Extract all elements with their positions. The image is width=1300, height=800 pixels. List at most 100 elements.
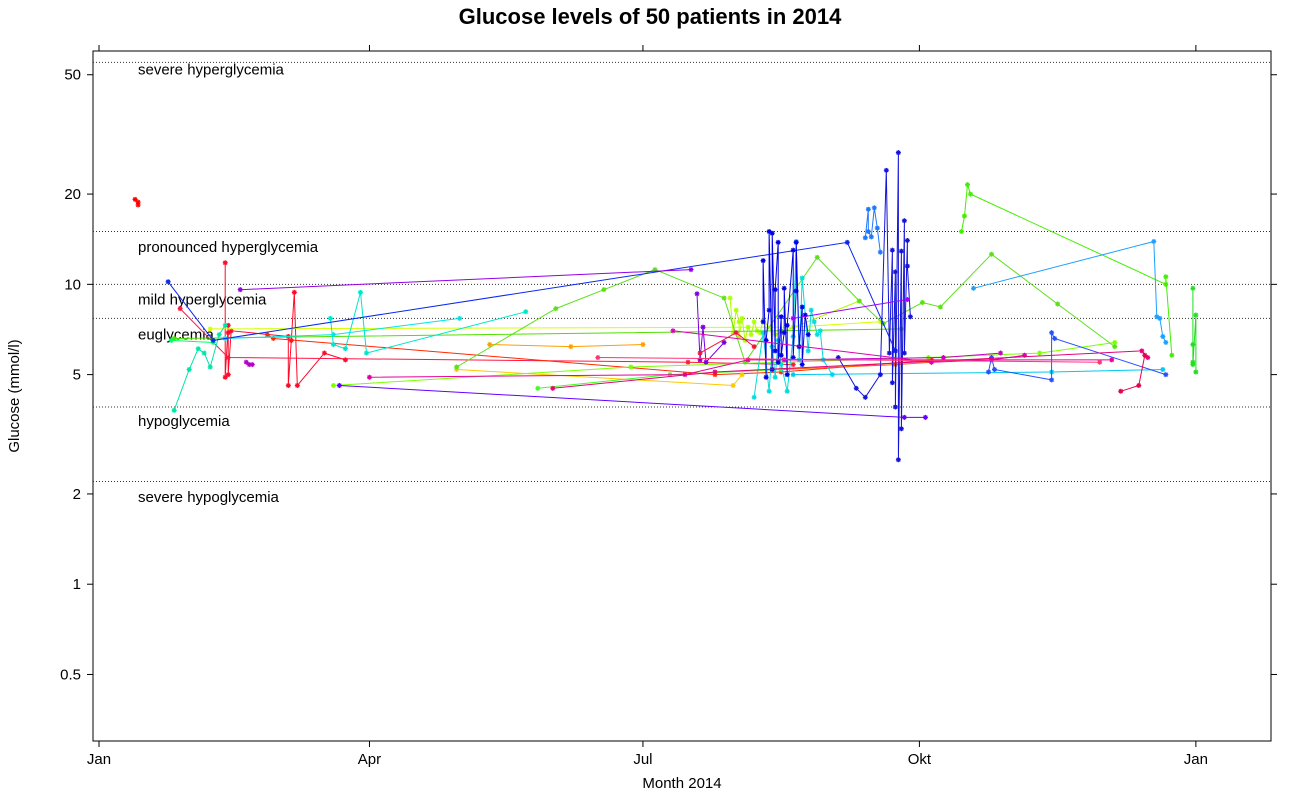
- data-point: [135, 202, 141, 208]
- data-point: [712, 372, 718, 378]
- data-point: [712, 369, 718, 375]
- y-tick-label: 10: [64, 276, 81, 293]
- data-point: [171, 335, 177, 341]
- data-point: [904, 263, 910, 269]
- data-point: [919, 299, 925, 305]
- data-point: [730, 382, 736, 388]
- data-point: [865, 206, 871, 212]
- data-point: [1109, 357, 1115, 363]
- data-point: [1049, 330, 1055, 336]
- data-point: [766, 229, 772, 235]
- data-point: [1142, 352, 1148, 358]
- data-point: [790, 372, 796, 378]
- threshold-label: euglycemia: [138, 327, 215, 344]
- data-point: [733, 330, 739, 336]
- data-point: [1193, 369, 1199, 375]
- data-point: [535, 385, 541, 391]
- data-point: [357, 289, 363, 295]
- data-point: [811, 319, 817, 325]
- data-point: [889, 380, 895, 386]
- data-point: [757, 330, 763, 336]
- data-point: [895, 150, 901, 156]
- data-point: [330, 342, 336, 348]
- data-point: [694, 291, 700, 297]
- data-point: [207, 326, 213, 332]
- data-point: [225, 322, 231, 328]
- plot-frame: [92, 50, 1272, 742]
- data-point: [228, 328, 234, 334]
- series-line: [456, 369, 743, 387]
- data-point: [751, 344, 757, 350]
- threshold-label: severe hypoglycemia: [138, 489, 280, 506]
- data-point: [336, 382, 342, 388]
- x-tick-label: Apr: [358, 751, 381, 768]
- data-point: [760, 319, 766, 325]
- data-point: [751, 319, 757, 325]
- data-point: [778, 369, 784, 375]
- data-point: [237, 287, 243, 293]
- data-point: [775, 239, 781, 245]
- data-point: [814, 254, 820, 260]
- data-point: [964, 182, 970, 188]
- data-point: [937, 304, 943, 310]
- data-point: [550, 385, 556, 391]
- data-point: [1151, 238, 1157, 244]
- series-line: [339, 385, 926, 418]
- y-tick-label: 50: [64, 67, 81, 84]
- data-point: [652, 267, 658, 273]
- data-point: [784, 388, 790, 394]
- data-point: [177, 306, 183, 312]
- data-point: [697, 350, 703, 356]
- data-point: [1163, 281, 1169, 287]
- y-axis-label: Glucose (mmol/l): [6, 339, 23, 452]
- data-point: [766, 307, 772, 313]
- series-line: [793, 299, 908, 319]
- data-point: [877, 372, 883, 378]
- data-point: [868, 234, 874, 240]
- data-point: [844, 239, 850, 245]
- data-point: [330, 332, 336, 338]
- data-point: [886, 350, 892, 356]
- data-point: [1190, 285, 1196, 291]
- threshold-lines: severe hyperglycemia pronounced hyperglyc…: [93, 62, 1271, 506]
- data-point: [808, 307, 814, 313]
- data-point: [742, 337, 748, 343]
- threshold-label: mild hyperglycemia: [138, 292, 267, 309]
- series-line: [537, 369, 782, 389]
- data-point: [553, 306, 559, 312]
- data-point: [790, 247, 796, 253]
- data-point: [901, 350, 907, 356]
- data-point: [186, 367, 192, 373]
- data-point: [763, 337, 769, 343]
- data-point: [958, 229, 964, 235]
- data-point: [222, 260, 228, 266]
- data-point: [243, 359, 249, 365]
- y-tick-label: 5: [73, 367, 81, 384]
- series-line: [333, 342, 1115, 386]
- data-point: [736, 319, 742, 325]
- x-tick-label: Jan: [87, 751, 111, 768]
- data-point: [1136, 382, 1142, 388]
- data-point: [736, 333, 742, 339]
- data-point: [778, 362, 784, 368]
- series-line: [961, 184, 1173, 356]
- series-line: [973, 240, 1167, 343]
- data-point: [835, 355, 841, 361]
- data-point: [998, 350, 1004, 356]
- data-point: [739, 315, 745, 321]
- series-line: [329, 292, 526, 354]
- data-point: [523, 309, 529, 315]
- y-tick-label: 2: [73, 486, 81, 503]
- threshold-label: hypoglycemia: [138, 413, 230, 430]
- data-point: [799, 275, 805, 281]
- data-point: [1112, 344, 1118, 350]
- data-point: [342, 346, 348, 352]
- data-point: [781, 330, 787, 336]
- data-point: [778, 314, 784, 320]
- data-point: [760, 258, 766, 264]
- series-line: [489, 344, 643, 348]
- data-point: [1055, 301, 1061, 307]
- data-point: [922, 414, 928, 420]
- data-point: [628, 364, 634, 370]
